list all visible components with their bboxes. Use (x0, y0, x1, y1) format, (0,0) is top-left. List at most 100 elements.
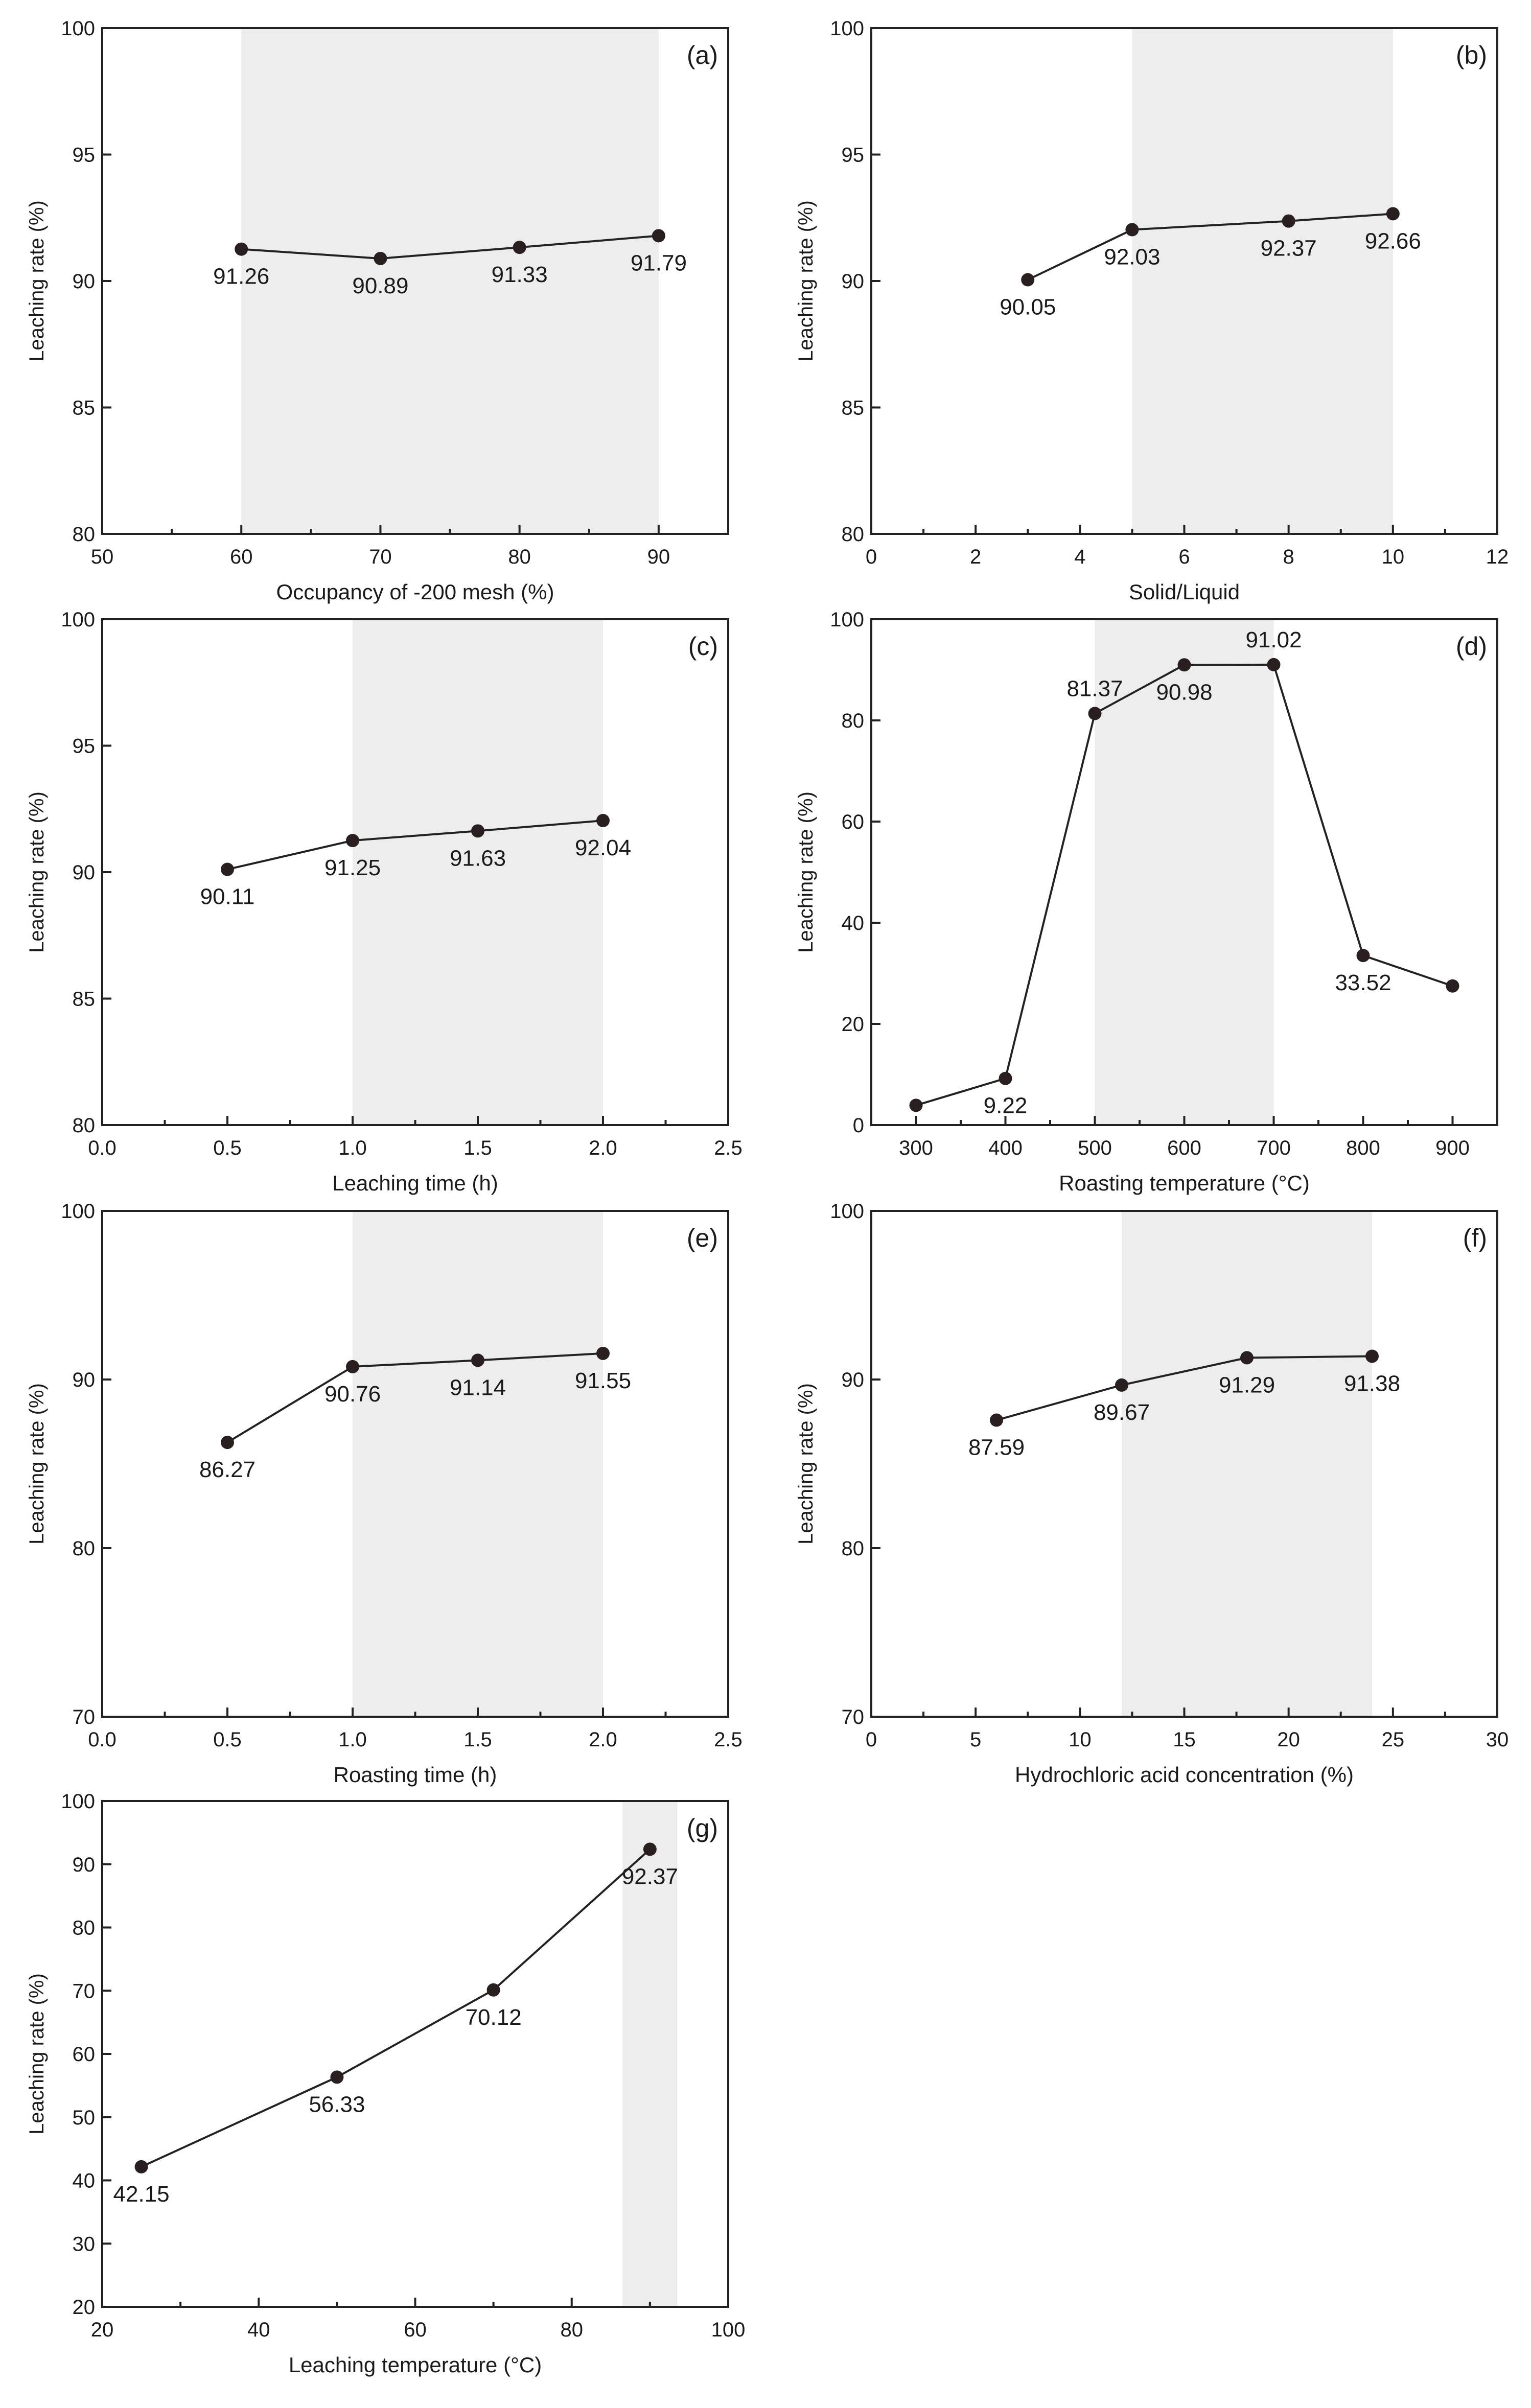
x-tick-label: 5 (970, 1728, 981, 1751)
data-label: 91.25 (324, 855, 381, 880)
y-tick-label: 50 (73, 2107, 96, 2129)
x-tick-label: 1.0 (338, 1728, 367, 1751)
x-tick-label: 1.5 (463, 1728, 492, 1751)
chart-panel-c: 0.0 0.5 1.0 1.5 2.0 2.5 80 85 90 95 100 Leaching ti… (26, 609, 743, 1195)
data-label: 91.38 (1344, 1371, 1400, 1396)
x-tick-label: 30 (1486, 1728, 1509, 1751)
data-point (134, 2160, 148, 2173)
data-label: 91.63 (450, 846, 506, 871)
data-label: 33.52 (1335, 970, 1391, 995)
y-tick-label: 60 (73, 2043, 96, 2066)
x-tick-label: 0 (866, 1728, 877, 1751)
x-tick-label: 90 (647, 546, 670, 568)
data-point (346, 1360, 359, 1373)
data-point (1365, 1349, 1379, 1363)
y-tick-label: 85 (842, 397, 865, 419)
data-point (1088, 707, 1102, 720)
chart-panel-d: 300 400 500 600 700 800 900 0 20 40 60 80 100 Roastin… (795, 609, 1498, 1195)
x-tick-label: 2.0 (589, 1728, 617, 1751)
x-tick-label: 100 (711, 2319, 746, 2341)
data-point (1240, 1351, 1254, 1365)
data-label: 90.98 (1156, 680, 1212, 705)
data-point (596, 1346, 610, 1360)
data-point (235, 242, 248, 256)
x-tick-label: 1.0 (338, 1137, 367, 1159)
y-tick-label: 40 (842, 912, 865, 934)
y-tick-label: 80 (73, 1114, 96, 1137)
x-tick-label: 4 (1074, 546, 1085, 568)
x-tick-label: 20 (1277, 1728, 1300, 1751)
shaded-optimal-band (1095, 619, 1274, 1125)
y-tick-label: 0 (853, 1114, 864, 1137)
shaded-optimal-band (1122, 1211, 1372, 1717)
x-tick-label: 800 (1346, 1137, 1380, 1159)
y-tick-label: 80 (73, 1917, 96, 1939)
shaded-optimal-band (241, 28, 659, 534)
data-label: 91.14 (450, 1375, 506, 1400)
data-point (1021, 273, 1035, 287)
chart-panel-g: 20 40 60 80 100 20 30 40 50 60 70 80 90 100 Leaching t… (26, 1790, 745, 2377)
y-tick-label: 70 (73, 1706, 96, 1728)
data-point (909, 1098, 923, 1112)
y-tick-label: 95 (73, 144, 96, 167)
y-tick-label: 100 (830, 609, 864, 631)
series-line (241, 235, 659, 260)
data-point (652, 229, 665, 243)
data-label: 86.27 (199, 1457, 256, 1482)
y-tick-label: 100 (61, 1200, 95, 1223)
y-tick-label: 90 (73, 1369, 96, 1391)
data-point (471, 1353, 484, 1367)
y-tick-label: 80 (73, 1537, 96, 1560)
data-label: 89.67 (1094, 1400, 1150, 1425)
data-label: 90.76 (324, 1382, 381, 1407)
x-tick-label: 0.5 (213, 1728, 242, 1751)
x-tick-label: 12 (1486, 546, 1509, 568)
x-tick-label: 80 (508, 546, 531, 568)
x-tick-label: 900 (1435, 1137, 1470, 1159)
y-tick-label: 70 (842, 1706, 865, 1728)
data-point (1356, 949, 1370, 963)
y-tick-label: 85 (73, 397, 96, 419)
data-point (374, 251, 387, 265)
x-tick-label: 60 (404, 2319, 427, 2341)
data-point (513, 241, 526, 254)
data-point (1115, 1378, 1128, 1392)
panel-label: (f) (1463, 1224, 1487, 1252)
data-point (1125, 223, 1139, 237)
x-tick-label: 2.5 (714, 1728, 743, 1751)
data-label: 90.11 (200, 884, 255, 909)
y-tick-label: 20 (842, 1013, 865, 1036)
data-label: 87.59 (968, 1435, 1025, 1460)
y-tick-label: 70 (73, 1980, 96, 2002)
y-tick-label: 30 (73, 2233, 96, 2255)
panel-label: (e) (687, 1224, 718, 1252)
data-label: 90.05 (1000, 295, 1056, 320)
x-tick-label: 20 (91, 2319, 114, 2341)
x-tick-label: 6 (1178, 546, 1190, 568)
chart-panel-b: 0 2 4 6 8 10 12 80 85 90 95 100 Solid/Liquid Leaching… (795, 17, 1509, 604)
data-label: 91.26 (213, 264, 269, 289)
data-point (1282, 214, 1295, 228)
panel-label: (g) (687, 1814, 718, 1842)
y-tick-label: 100 (61, 609, 95, 631)
data-label: 92.66 (1365, 228, 1421, 253)
shaded-optimal-band (353, 1211, 603, 1717)
y-axis-title: Leaching rate (%) (795, 791, 817, 953)
x-tick-label: 70 (369, 546, 392, 568)
y-axis-title: Leaching rate (%) (26, 1383, 48, 1545)
x-axis-title: Leaching time (h) (332, 1171, 498, 1195)
series-line (996, 1355, 1373, 1421)
x-tick-label: 8 (1283, 546, 1294, 568)
data-label: 56.33 (309, 2092, 365, 2117)
chart-panel-f: 0 5 10 15 20 25 30 70 80 90 100 Hydrochloric acid c… (795, 1200, 1509, 1787)
x-tick-label: 10 (1069, 1728, 1092, 1751)
y-axis-title: Leaching rate (%) (26, 1973, 48, 2135)
data-label: 91.55 (575, 1368, 631, 1393)
y-tick-label: 100 (61, 1790, 95, 1813)
data-label: 42.15 (113, 2182, 170, 2207)
data-label: 91.33 (492, 262, 548, 287)
x-tick-label: 2.0 (589, 1137, 617, 1159)
x-axis-title: Hydrochloric acid concentration (%) (1015, 1763, 1354, 1787)
data-point (999, 1071, 1012, 1085)
x-tick-label: 0 (866, 546, 877, 568)
